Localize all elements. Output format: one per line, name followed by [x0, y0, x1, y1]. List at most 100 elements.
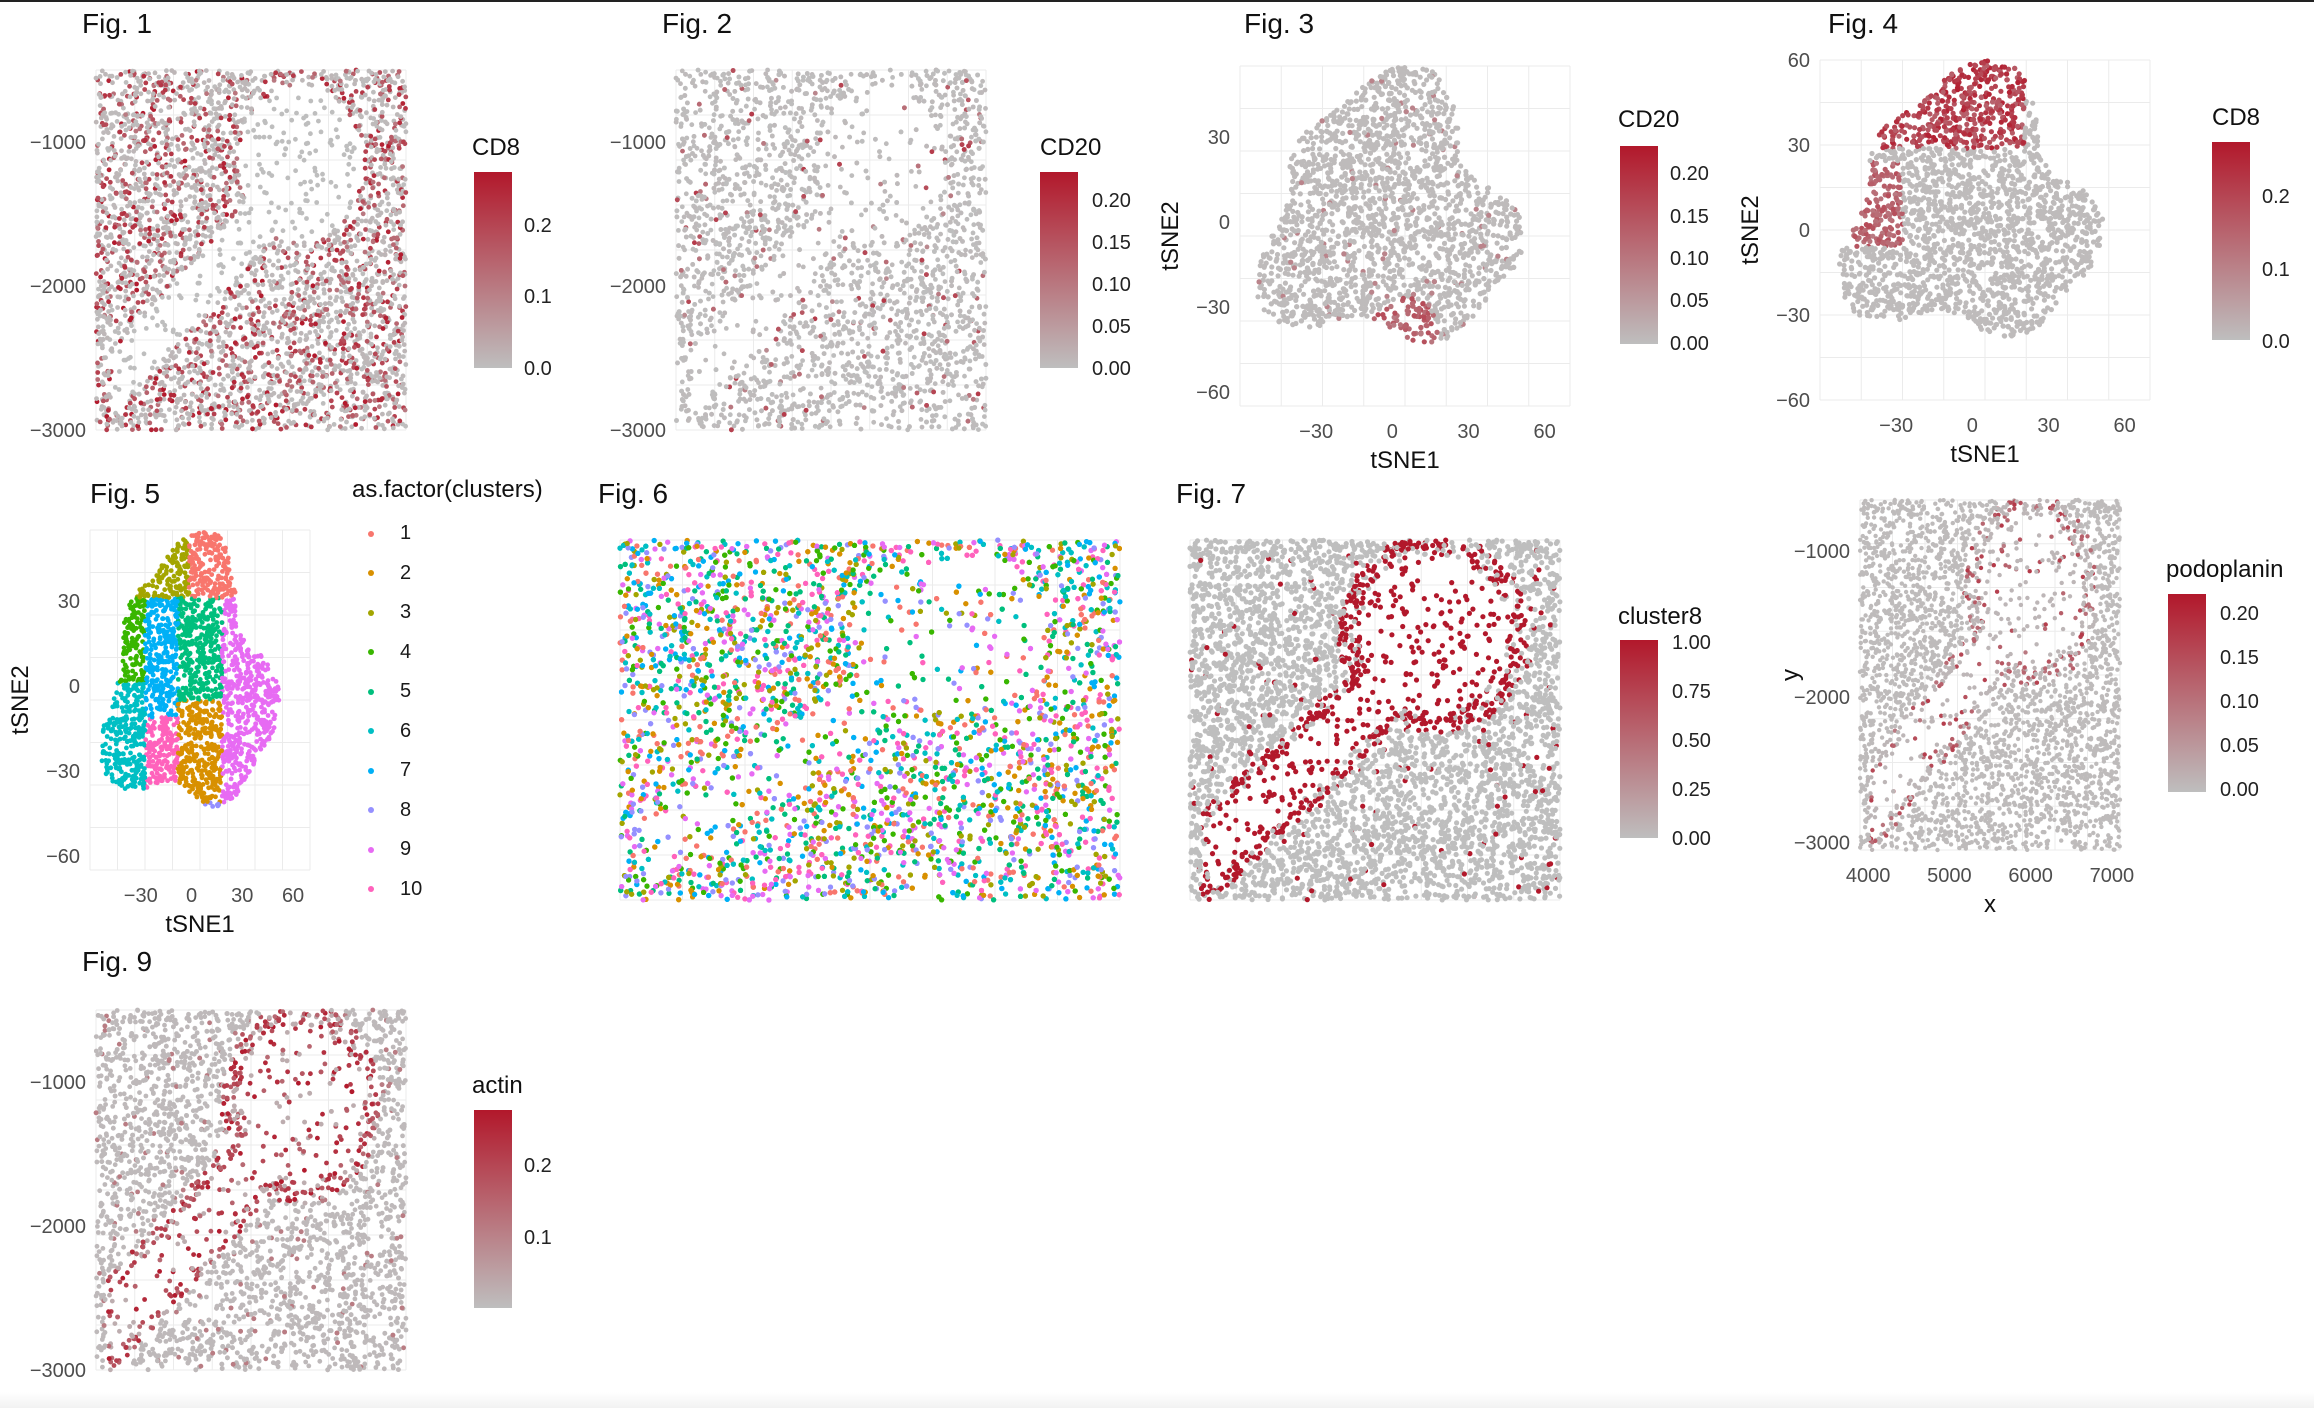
point — [128, 73, 133, 78]
point — [343, 289, 349, 295]
point — [363, 149, 369, 154]
point — [964, 384, 969, 389]
point — [183, 182, 189, 188]
point — [149, 204, 155, 210]
point — [368, 331, 374, 337]
point — [205, 84, 211, 90]
point — [924, 83, 929, 89]
point — [233, 282, 239, 288]
point — [190, 142, 196, 147]
point — [116, 101, 122, 107]
point — [919, 295, 924, 301]
point — [400, 354, 406, 359]
point — [238, 211, 243, 216]
point — [155, 121, 161, 127]
point — [207, 234, 213, 239]
point — [384, 216, 390, 222]
point — [174, 417, 180, 423]
point — [242, 335, 248, 341]
point — [147, 412, 153, 418]
point — [267, 278, 272, 284]
point — [389, 301, 395, 307]
point — [381, 234, 387, 240]
point — [132, 223, 138, 229]
point — [283, 146, 288, 152]
point — [912, 231, 918, 236]
point — [147, 274, 153, 280]
point — [96, 169, 102, 175]
point — [110, 80, 115, 86]
point — [228, 130, 234, 136]
point — [274, 366, 280, 372]
point — [167, 183, 173, 188]
point — [387, 332, 393, 338]
point — [298, 389, 304, 394]
point — [372, 136, 378, 142]
point — [157, 381, 163, 387]
point — [150, 91, 156, 97]
point — [144, 390, 150, 396]
point — [125, 249, 130, 255]
point — [289, 289, 295, 295]
point — [140, 183, 145, 189]
point — [320, 237, 326, 243]
point — [294, 110, 299, 116]
point — [130, 427, 135, 432]
point — [382, 175, 387, 181]
point — [334, 315, 340, 321]
point — [95, 370, 101, 375]
point — [152, 380, 158, 386]
point — [275, 421, 281, 426]
point — [231, 124, 236, 129]
point — [243, 79, 249, 85]
point — [134, 281, 139, 287]
point — [259, 166, 264, 172]
point — [251, 327, 257, 333]
point — [223, 199, 229, 205]
point — [222, 296, 228, 302]
point — [401, 342, 407, 347]
point — [202, 161, 208, 166]
point — [400, 381, 406, 387]
point — [396, 404, 402, 409]
point — [189, 87, 195, 92]
point — [367, 412, 373, 418]
point — [98, 406, 104, 412]
point — [253, 355, 258, 360]
point — [174, 91, 179, 96]
point — [269, 173, 275, 178]
point — [178, 203, 184, 209]
point — [263, 303, 268, 309]
point — [928, 224, 933, 230]
point — [175, 137, 181, 142]
point — [243, 95, 249, 101]
point — [382, 356, 388, 362]
point — [395, 391, 401, 397]
point — [135, 300, 141, 305]
point — [240, 199, 246, 205]
point — [935, 257, 941, 263]
point — [232, 90, 238, 96]
point — [217, 371, 222, 377]
point — [354, 258, 360, 264]
point — [336, 194, 342, 200]
point — [188, 256, 194, 261]
point — [180, 80, 186, 85]
point — [198, 328, 204, 334]
point — [276, 258, 281, 264]
point — [143, 326, 149, 331]
point — [391, 340, 397, 345]
point — [101, 157, 106, 163]
point — [316, 419, 321, 424]
point — [329, 109, 335, 115]
point — [395, 74, 401, 80]
point — [173, 404, 179, 410]
point — [108, 317, 113, 323]
point — [279, 334, 285, 340]
point — [285, 175, 291, 181]
point — [231, 256, 236, 262]
point — [234, 156, 240, 161]
point — [340, 354, 346, 360]
point — [118, 136, 124, 141]
point — [161, 219, 167, 225]
